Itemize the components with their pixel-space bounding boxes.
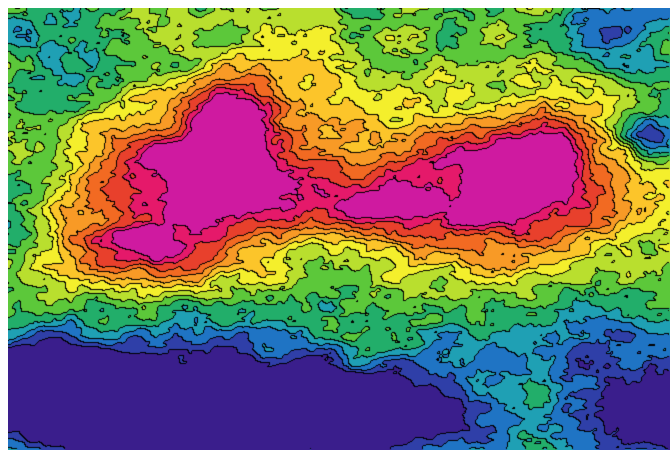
contour-map [8,8,670,450]
